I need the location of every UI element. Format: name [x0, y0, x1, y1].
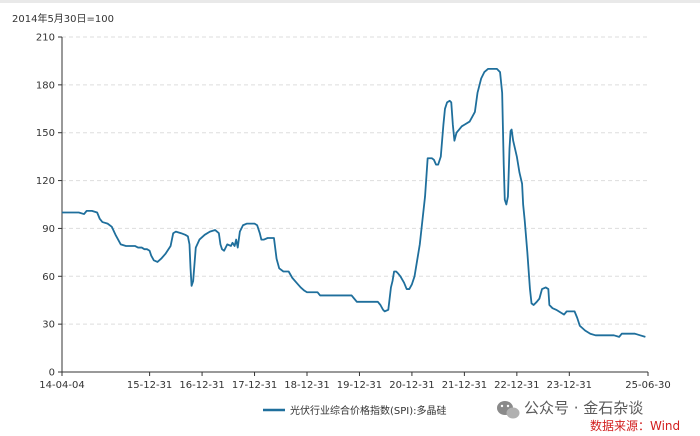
y-tick-label: 210	[36, 33, 55, 44]
watermark: 公众号 · 金石杂谈 数据来源：Wind	[497, 399, 680, 433]
x-tick-label: 14-04-04	[39, 380, 84, 391]
x-tick-label: 18-12-31	[284, 380, 329, 391]
x-tick-label: 21-12-31	[442, 380, 487, 391]
y-axis-ticks: 0 30 60 90 120 150 180 210	[36, 33, 62, 379]
x-tick-label: 22-12-31	[494, 380, 539, 391]
x-tick-label: 15-12-31	[127, 380, 172, 391]
y-tick-label: 30	[42, 320, 55, 331]
series-line	[62, 68, 646, 338]
top-border	[0, 0, 700, 3]
legend: 光伏行业综合价格指数(SPI):多晶硅	[263, 404, 447, 417]
x-tick-label: 23-12-31	[547, 380, 592, 391]
y-tick-label: 120	[36, 176, 55, 187]
y-tick-label: 90	[42, 224, 55, 235]
grid-lines	[62, 36, 648, 325]
x-tick-label: 25-06-30	[625, 380, 670, 391]
x-tick-label: 19-12-31	[337, 380, 382, 391]
axes	[61, 37, 648, 373]
unit-note: 2014年5月30日=100	[12, 12, 114, 25]
y-tick-label: 150	[36, 128, 55, 139]
wechat-icon	[497, 401, 520, 419]
y-tick-label: 180	[36, 80, 55, 91]
y-tick-label: 0	[49, 368, 55, 379]
series-group	[62, 68, 646, 338]
watermark-text: 公众号 · 金石杂谈	[524, 399, 643, 417]
legend-label: 光伏行业综合价格指数(SPI):多晶硅	[290, 404, 447, 417]
data-source: 数据来源：Wind	[590, 418, 680, 433]
x-axis-ticks: 14-04-04 15-12-31 16-12-31 17-12-31 18-12-31…	[39, 372, 671, 391]
x-tick-label: 17-12-31	[232, 380, 277, 391]
x-tick-label: 16-12-31	[179, 380, 224, 391]
x-tick-label: 20-12-31	[389, 380, 434, 391]
y-tick-label: 60	[42, 272, 55, 283]
